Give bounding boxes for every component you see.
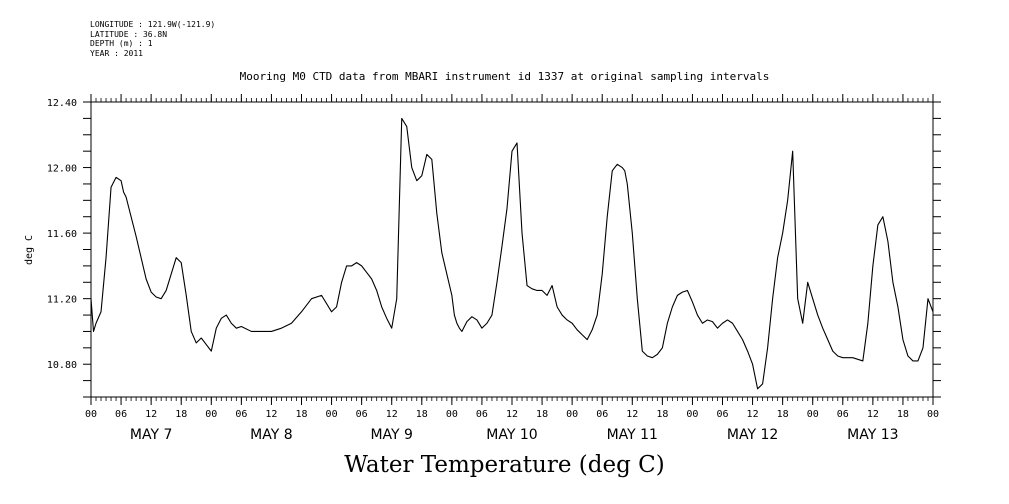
x-tick-label: 00	[205, 409, 217, 420]
day-label: MAY 8	[250, 427, 292, 443]
x-tick-label: 12	[626, 409, 638, 420]
x-tick-label: 06	[476, 409, 488, 420]
day-label: MAY 12	[727, 427, 778, 443]
x-tick-label: 12	[867, 409, 879, 420]
x-tick-label: 00	[566, 409, 578, 420]
x-tick-label: 00	[85, 409, 97, 420]
x-tick-label: 12	[265, 409, 277, 420]
y-tick-label: 10.80	[47, 360, 77, 371]
x-tick-label: 06	[716, 409, 728, 420]
x-tick-label: 00	[927, 409, 939, 420]
plot-frame	[90, 101, 934, 398]
x-tick-label: 12	[506, 409, 518, 420]
y-tick-label: 11.20	[47, 295, 77, 306]
x-tick-label: 06	[596, 409, 608, 420]
metadata-block: LONGITUDE : 121.9W(-121.9) LATITUDE : 36…	[90, 20, 215, 58]
x-tick-label: 12	[145, 409, 157, 420]
x-tick-label: 18	[175, 409, 187, 420]
x-tick-label: 12	[386, 409, 398, 420]
x-tick-label: 18	[656, 409, 668, 420]
day-label: MAY 13	[847, 427, 898, 443]
depth-label: DEPTH (m) : 1	[90, 39, 153, 49]
day-label: MAY 10	[486, 427, 537, 443]
year-label: YEAR : 2011	[90, 48, 143, 58]
longitude-label: LONGITUDE : 121.9W(-121.9)	[90, 20, 216, 29]
x-tick-label: 06	[115, 409, 127, 420]
x-tick-label: 06	[235, 409, 247, 420]
day-label: MAY 9	[370, 427, 412, 443]
day-label: MAY 11	[607, 427, 658, 443]
x-tick-label: 18	[295, 409, 307, 420]
x-tick-label: 00	[446, 409, 458, 420]
x-minor-ticks	[90, 98, 934, 401]
chart-caption: Water Temperature (deg C)	[344, 452, 665, 478]
latitude-label: LATITUDE : 36.8N	[90, 29, 168, 39]
chart-title: Mooring M0 CTD data from MBARI instrumen…	[239, 70, 770, 83]
x-tick-label: 12	[747, 409, 759, 420]
x-tick-label: 00	[686, 409, 698, 420]
x-tick-label: 18	[897, 409, 909, 420]
y-tick-label: 11.60	[47, 229, 77, 240]
x-tick-label: 00	[326, 409, 338, 420]
y-tick-label: 12.40	[47, 98, 77, 109]
x-tick-label: 18	[416, 409, 428, 420]
day-label: MAY 7	[130, 427, 172, 443]
x-tick-label: 06	[356, 409, 368, 420]
y-tick-label: 12.00	[47, 164, 77, 175]
x-tick-label: 06	[837, 409, 849, 420]
temperature-series-line	[90, 117, 934, 390]
x-tick-label: 18	[777, 409, 789, 420]
x-tick-label: 18	[536, 409, 548, 420]
x-tick-label: 00	[807, 409, 819, 420]
